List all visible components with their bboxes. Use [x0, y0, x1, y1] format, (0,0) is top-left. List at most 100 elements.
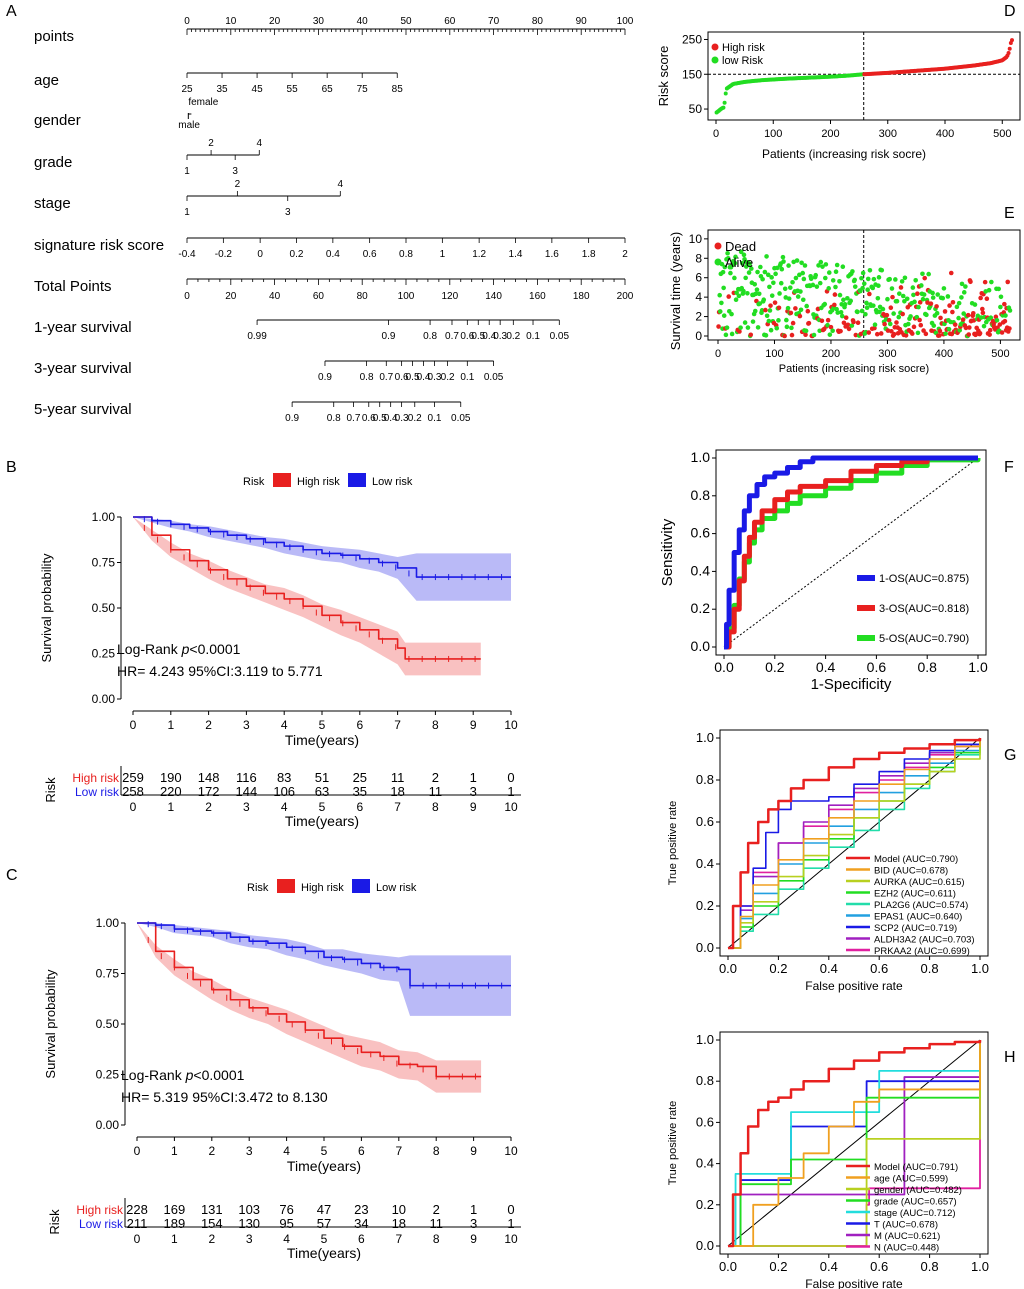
- e-point: [919, 283, 924, 288]
- km-legend-low: Low risk: [372, 476, 413, 488]
- e-point: [725, 255, 731, 261]
- e-point: [721, 313, 727, 318]
- nomogram-tick-label: 1: [184, 166, 190, 177]
- e-point: [733, 254, 738, 260]
- risk-table-count: 259: [122, 770, 144, 785]
- e-y-tick-label: 0: [695, 329, 702, 343]
- km-ci-band-0: [133, 517, 481, 676]
- e-point: [889, 329, 894, 334]
- e-point: [748, 332, 754, 338]
- nomogram-tick-label: 4: [338, 179, 344, 190]
- e-point: [719, 300, 724, 306]
- roc-y-tick-label: 1.0: [696, 1032, 714, 1047]
- e-point: [894, 298, 900, 304]
- e-point: [906, 321, 911, 327]
- survival-tick-label: 0.2: [506, 331, 520, 342]
- e-point: [806, 320, 812, 326]
- total-points-tick-label: 180: [573, 291, 590, 302]
- e-point: [729, 331, 735, 337]
- e-point: [752, 281, 758, 287]
- panel-letter-G: G: [1004, 747, 1016, 764]
- roc-y-tick-label: 0.2: [696, 898, 714, 913]
- survival-tick-label: 0.6: [460, 331, 474, 342]
- km-legend-low: Low risk: [376, 882, 417, 894]
- e-point: [853, 332, 859, 338]
- e-point: [864, 305, 870, 311]
- nomogram-tick-label: 1: [440, 249, 446, 260]
- e-point: [827, 332, 833, 337]
- d-legend-low: low Risk: [722, 55, 763, 67]
- survival-tick-label: 0.8: [360, 372, 374, 383]
- e-point: [769, 293, 775, 298]
- total-points-tick-label: 160: [529, 291, 546, 302]
- roc-x-label: False positive rate: [805, 1277, 903, 1289]
- e-point: [749, 266, 754, 271]
- e-point: [963, 284, 968, 289]
- e-point: [747, 261, 752, 267]
- e-point: [874, 331, 880, 337]
- e-point: [830, 278, 836, 283]
- points-tick-label: 80: [532, 16, 544, 27]
- nomogram-tick-label: -0.4: [178, 249, 196, 260]
- nomogram-label-6: Total Points: [34, 278, 112, 295]
- roc-legend-label-H: gender (AUC=0.482): [874, 1185, 962, 1196]
- e-point: [989, 279, 994, 285]
- e-point: [872, 325, 877, 331]
- e-point: [886, 317, 892, 323]
- e-point: [778, 280, 784, 286]
- km-legend-title-C: Risk: [247, 882, 269, 894]
- e-point: [896, 291, 902, 296]
- e-point: [768, 327, 774, 333]
- e-point: [871, 303, 876, 308]
- risk-table-x-tick: 4: [281, 800, 288, 814]
- e-point: [790, 320, 796, 326]
- e-point: [921, 328, 926, 333]
- e-point: [785, 305, 791, 311]
- e-point: [959, 281, 965, 287]
- e-point: [797, 313, 803, 319]
- d-y-tick-label: 50: [689, 102, 703, 116]
- e-point: [957, 327, 963, 333]
- roc-legend-label-G: SCP2 (AUC=0.719): [874, 923, 957, 934]
- e-point: [1007, 308, 1013, 313]
- e-point: [980, 306, 985, 312]
- km-legend-swatch-low: [352, 879, 370, 893]
- km-ci-band-1: [133, 517, 511, 601]
- e-point: [859, 275, 864, 281]
- risk-table-count: 228: [126, 1202, 148, 1217]
- e-point: [716, 324, 721, 329]
- d-legend-high-dot: [711, 43, 719, 51]
- survival-tick-label: 0.9: [285, 413, 299, 424]
- d-x-tick-label: 300: [879, 128, 897, 140]
- e-y-tick-label: 10: [689, 232, 703, 246]
- nomogram-label-9: 5-year survival: [34, 401, 132, 418]
- nomogram-label-4: stage: [34, 195, 71, 212]
- e-point: [899, 279, 905, 284]
- e-point: [978, 315, 984, 320]
- roc-legend-label-H: T (AUC=0.678): [874, 1220, 938, 1231]
- roc-y-tick-label: 0.0: [691, 638, 711, 654]
- e-point: [994, 317, 1000, 323]
- e-point: [966, 332, 972, 337]
- km-x-tick-label: 4: [283, 1144, 290, 1158]
- e-point: [776, 305, 782, 311]
- e-point: [828, 324, 834, 330]
- roc-legend-label-H: M (AUC=0.621): [874, 1231, 940, 1242]
- e-point: [891, 311, 896, 316]
- e-point: [774, 325, 780, 331]
- e-point: [866, 330, 872, 335]
- km-y-tick-label: 1.00: [96, 916, 120, 930]
- risk-table-count: 11: [429, 1216, 443, 1231]
- e-point: [721, 285, 726, 291]
- risk-table-count: 47: [317, 1202, 331, 1217]
- survival-tick-label: 0.1: [460, 372, 474, 383]
- e-point: [859, 308, 865, 314]
- panel-letter-B: B: [6, 459, 17, 476]
- nomogram-label-7: 1-year survival: [34, 319, 132, 336]
- risk-table-count: 172: [198, 784, 220, 799]
- risk-table-x-tick: 3: [243, 800, 250, 814]
- e-point: [763, 333, 769, 338]
- e-point: [736, 293, 742, 299]
- risk-table-x-tick: 4: [283, 1232, 290, 1246]
- roc-legend-label-G: BID (AUC=0.678): [874, 866, 948, 877]
